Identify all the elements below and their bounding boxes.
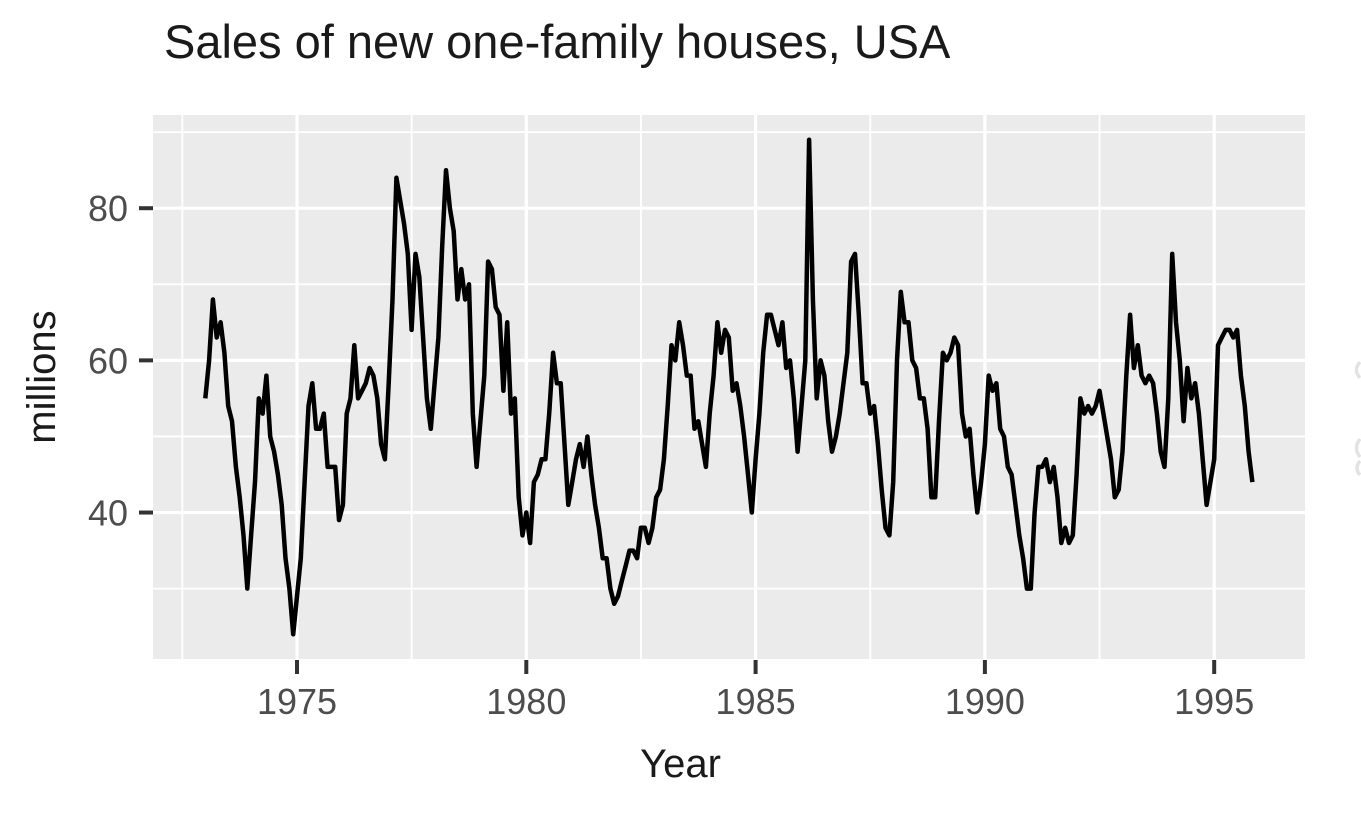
y-tick-label: 80 [88, 188, 128, 229]
x-tick-label: 1975 [257, 681, 337, 722]
x-tick-label: 1995 [1174, 681, 1254, 722]
data-line [203, 137, 1255, 637]
x-tick-label: 1985 [716, 681, 796, 722]
y-tick-label: 60 [88, 340, 128, 381]
y-tick-label: 40 [88, 493, 128, 534]
chart-title: Sales of new one-family houses, USA [164, 15, 951, 68]
x-tick-label: 1990 [945, 681, 1025, 722]
right-edge-artifact [1354, 360, 1361, 380]
x-tick-label: 1980 [486, 681, 566, 722]
x-axis-title: Year [640, 742, 721, 786]
panel-background [153, 115, 1305, 659]
right-edge-artifact [1354, 437, 1361, 477]
